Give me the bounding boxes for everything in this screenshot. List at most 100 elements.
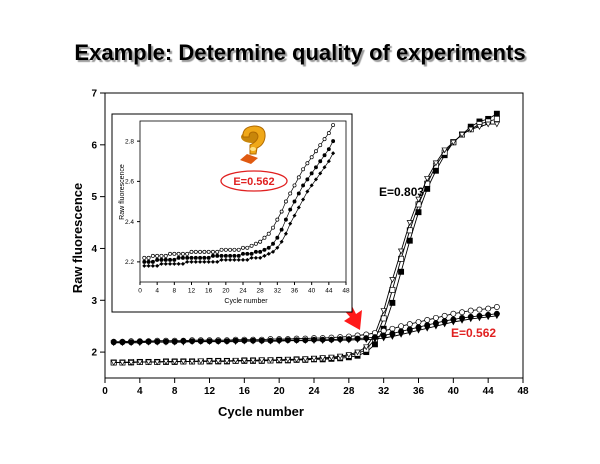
main-point — [380, 308, 387, 314]
inset-point — [292, 199, 297, 204]
inset-point — [331, 123, 336, 127]
inset-point — [189, 259, 194, 264]
inset-point — [163, 261, 168, 266]
main-point — [450, 310, 457, 317]
main-point — [258, 357, 265, 364]
main-x-tick-label: 28 — [343, 386, 355, 397]
inset-point — [275, 235, 280, 240]
main-point — [432, 323, 440, 330]
main-point — [493, 115, 500, 122]
inset-point — [215, 259, 220, 264]
main-point — [441, 147, 448, 154]
inset-point — [159, 253, 164, 258]
inset-point — [215, 253, 220, 258]
inset-point — [249, 243, 254, 248]
inset-series-layer — [142, 123, 336, 268]
main-y-tick-label: 2 — [91, 348, 97, 359]
main-point — [241, 357, 248, 364]
inset-point — [150, 253, 155, 258]
main-point — [398, 268, 405, 275]
main-y-tick-label: 4 — [91, 244, 97, 255]
inset-point — [168, 257, 172, 262]
main-point — [336, 337, 344, 344]
inset-x-tick-label: 8 — [173, 288, 177, 295]
inset-point — [146, 259, 151, 264]
inset-point — [155, 253, 160, 258]
inset-point — [215, 249, 220, 254]
main-point — [215, 339, 222, 346]
inset-point — [326, 131, 331, 136]
inset-x-tick-label: 4 — [155, 288, 159, 295]
inset-x-tick-label: 24 — [239, 288, 247, 295]
inset-point — [159, 261, 164, 266]
inset-x-tick-label: 12 — [188, 288, 196, 295]
main-point — [345, 352, 353, 359]
main-point — [328, 354, 335, 361]
inset-point — [314, 165, 318, 170]
inset-axis-ticks: 0 4 8 12 16 20 24 28 32 36 40 44 482.22.42.62.8 — [125, 138, 350, 294]
main-point — [188, 339, 196, 346]
inset-point — [271, 225, 275, 230]
inset-point — [331, 151, 336, 156]
main-point — [188, 358, 196, 365]
inset-y-tick-label: 2.2 — [125, 259, 134, 266]
main-point — [154, 359, 161, 366]
inset-point — [292, 213, 297, 218]
main-point — [493, 121, 501, 128]
main-point — [432, 160, 440, 167]
inset-point — [322, 153, 327, 158]
inset-point — [163, 253, 168, 258]
inset-point — [236, 247, 241, 252]
main-point — [275, 338, 283, 345]
main-point — [197, 339, 204, 346]
inset-point — [172, 261, 177, 266]
inset-point — [223, 253, 228, 258]
inset-point — [146, 263, 151, 268]
main-point — [171, 339, 178, 346]
inset-x-tick-label: 44 — [325, 288, 333, 295]
inset-point — [305, 177, 310, 182]
inset-point — [262, 247, 267, 252]
inset-point — [236, 253, 241, 258]
main-point — [197, 358, 204, 365]
main-point — [363, 337, 370, 343]
main-point — [424, 176, 431, 182]
main-point — [450, 139, 457, 146]
main-point — [223, 339, 231, 346]
main-point — [476, 315, 483, 322]
inset-point — [228, 257, 233, 262]
main-x-tick-label: 12 — [204, 386, 216, 397]
inset-point — [193, 255, 198, 260]
inset-point — [206, 259, 211, 264]
main-point — [415, 327, 422, 334]
inset-point — [150, 263, 155, 268]
inset-point — [241, 245, 245, 250]
main-x-tick-label: 20 — [274, 386, 286, 397]
inset-point — [322, 165, 327, 170]
inset-point — [283, 217, 288, 222]
inset-chart: 0 4 8 12 16 20 24 28 32 36 40 44 482.22.42.62.8 Cycl… — [111, 113, 353, 313]
inset-point — [189, 249, 194, 254]
main-point — [267, 357, 274, 364]
inset-x-tick-label: 20 — [222, 288, 230, 295]
main-y-tick-label: 5 — [91, 192, 97, 203]
main-point — [467, 126, 474, 133]
main-point — [424, 317, 431, 323]
inset-point — [309, 183, 314, 188]
inset-point — [326, 147, 331, 152]
main-point — [293, 338, 300, 345]
inset-point — [210, 259, 215, 264]
inset-point — [318, 171, 323, 176]
inset-point — [180, 255, 185, 260]
inset-point — [193, 249, 198, 254]
main-point — [319, 338, 326, 345]
main-point — [136, 359, 144, 366]
annotation-e-0562: E=0.562 — [451, 326, 496, 340]
question-mark-icon — [240, 125, 266, 164]
inset-point — [232, 253, 237, 258]
main-point — [119, 360, 126, 366]
inset-point — [266, 231, 271, 236]
inset-point — [296, 205, 301, 210]
